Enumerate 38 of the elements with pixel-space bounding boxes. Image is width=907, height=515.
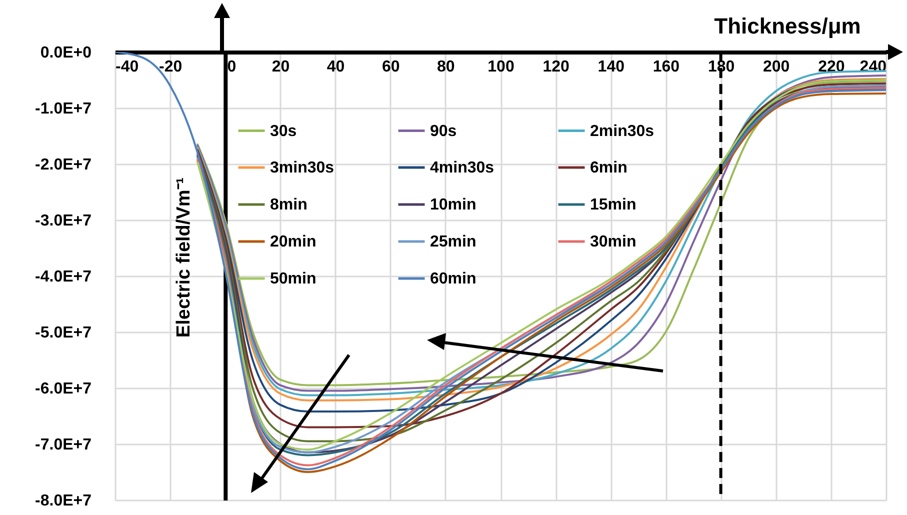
legend-label: 3min30s xyxy=(270,160,334,176)
legend-label: 90s xyxy=(430,122,457,140)
x-tick-label: 140 xyxy=(598,58,625,76)
x-tick-label: 120 xyxy=(542,58,570,76)
legend-label: 6min xyxy=(590,160,628,176)
y-axis-title: Electric field/Vm⁻¹ xyxy=(174,177,195,338)
legend-label: 8min xyxy=(270,196,308,214)
y-tick-label: 0.0E+0 xyxy=(40,44,92,62)
legend-label: 2min30s xyxy=(590,122,654,140)
y-tick-label: -5.0E+7 xyxy=(35,324,92,342)
x-tick-label: 100 xyxy=(488,58,514,76)
y-tick-label: -8.0E+7 xyxy=(35,492,92,510)
legend-label: 20min xyxy=(270,234,316,250)
y-tick-label: -1.0E+7 xyxy=(35,100,92,118)
legend-label: 10min xyxy=(430,196,476,214)
x-tick-label: 160 xyxy=(652,58,680,76)
y-tick-label: -4.0E+7 xyxy=(35,268,92,286)
x-tick-label: 60 xyxy=(382,58,400,76)
legend-label: 25min xyxy=(430,234,476,250)
x-tick-label: 0 xyxy=(227,58,236,76)
legend-label: 15min xyxy=(590,196,636,214)
x-tick-label: 40 xyxy=(326,58,345,76)
legend-label: 30min xyxy=(590,234,636,250)
x-tick-label: -20 xyxy=(159,58,182,76)
x-axis-title: Thickness/μm xyxy=(714,14,861,38)
y-tick-label: -6.0E+7 xyxy=(35,380,92,398)
x-tick-label: -40 xyxy=(116,58,139,76)
y-tick-label: -7.0E+7 xyxy=(35,436,92,454)
y-tick-label: -2.0E+7 xyxy=(35,156,92,174)
x-tick-label: 20 xyxy=(272,58,290,76)
x-tick-label: 80 xyxy=(437,58,455,76)
x-tick-label: 200 xyxy=(763,58,790,76)
x-tick-label: 220 xyxy=(818,58,845,76)
legend-label: 50min xyxy=(270,270,316,288)
legend-label: 4min30s xyxy=(430,160,494,176)
legend-label: 30s xyxy=(270,122,297,140)
y-tick-label: -3.0E+7 xyxy=(35,212,92,230)
legend-label: 60min xyxy=(430,270,476,288)
